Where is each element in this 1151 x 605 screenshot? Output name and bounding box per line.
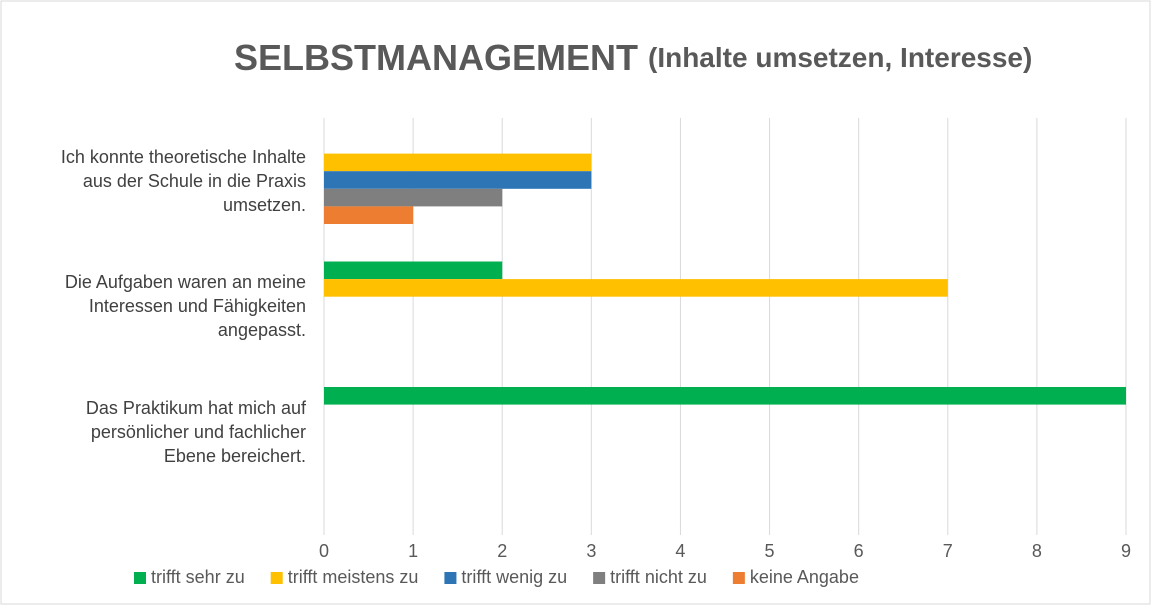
bar (324, 188, 503, 207)
x-tick-label: 9 (1121, 541, 1131, 561)
legend-swatch (444, 572, 457, 584)
x-tick-label: 3 (586, 541, 596, 561)
legend-swatch (134, 572, 146, 584)
bar (324, 171, 592, 189)
legend-item: keine Angabe (732, 567, 859, 587)
x-tick-label: 6 (854, 541, 864, 561)
legend-label: keine Angabe (750, 567, 859, 587)
legend-label: trifft wenig zu (461, 567, 567, 587)
x-tick-label: 8 (1032, 541, 1042, 561)
chart-title: SELBSTMANAGEMENT (Inhalte umsetzen, Inter… (234, 37, 1032, 78)
title: SELBSTMANAGEMENT (234, 37, 638, 78)
bar (324, 279, 948, 297)
legend-label: trifft meistens zu (288, 567, 419, 587)
x-tick-label: 0 (319, 541, 329, 561)
y-tick-label: Die Aufgaben waren an meine Interessen u… (64, 272, 306, 341)
bar (324, 387, 1126, 405)
y-tick-label: Das Praktikum hat mich auf persönlicher … (85, 397, 306, 466)
legend-swatch (593, 572, 606, 584)
legend-swatch (732, 572, 745, 584)
legend-label: trifft sehr zu (151, 567, 245, 587)
x-tick-label: 2 (497, 541, 507, 561)
y-tick-label: Ich konnte theoretische Inhalte aus der … (60, 146, 306, 215)
legend-swatch (270, 572, 283, 584)
legend-item: trifft meistens zu (270, 567, 419, 587)
bar (324, 153, 592, 172)
x-tick-label: 5 (765, 541, 775, 561)
legend-label: trifft nicht zu (610, 567, 707, 587)
legend-item: trifft wenig zu (444, 567, 567, 587)
subtitle: (Inhalte umsetzen, Interesse) (648, 42, 1032, 73)
legend-item: trifft nicht zu (593, 567, 707, 587)
x-tick-label: 7 (943, 541, 953, 561)
legend-item: trifft sehr zu (134, 567, 245, 587)
bar (324, 261, 503, 280)
bar (324, 206, 414, 224)
x-tick-label: 4 (675, 541, 685, 561)
x-tick-label: 1 (408, 541, 418, 561)
